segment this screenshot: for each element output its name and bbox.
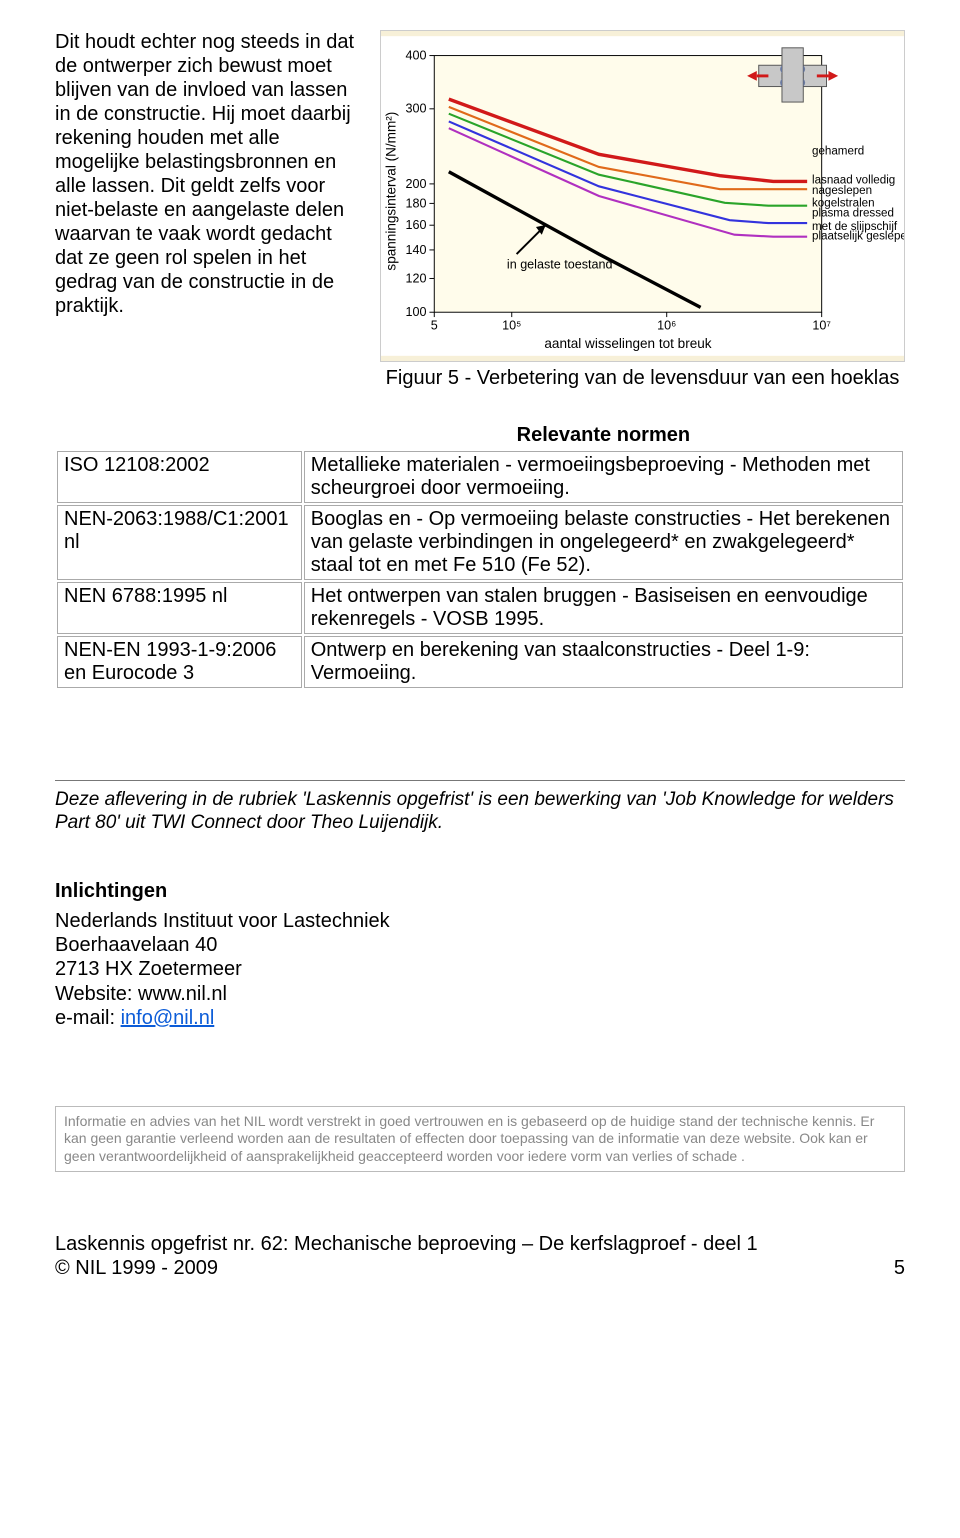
intro-paragraph: Dit houdt echter nog steeds in dat de on… bbox=[55, 30, 365, 390]
svg-text:140: 140 bbox=[406, 243, 427, 257]
email-label: e-mail: bbox=[55, 1007, 121, 1029]
norms-table: Relevante normen ISO 12108:2002Metalliek… bbox=[55, 420, 905, 690]
svg-text:nageslepen: nageslepen bbox=[812, 184, 872, 197]
norm-id: ISO 12108:2002 bbox=[57, 451, 302, 503]
svg-text:spanningsinterval (N/mm²): spanningsinterval (N/mm²) bbox=[384, 112, 399, 271]
chart-container: spanningsinterval (N/mm²) aantal wisselin… bbox=[380, 30, 905, 362]
contact-block: Nederlands Instituut voor Lastechniek Bo… bbox=[55, 909, 905, 1031]
svg-text:10⁷: 10⁷ bbox=[812, 319, 831, 333]
norm-id: NEN-EN 1993-1-9:2006 en Eurocode 3 bbox=[57, 636, 302, 688]
org-postal: 2713 HX Zoetermeer bbox=[55, 957, 905, 981]
svg-text:180: 180 bbox=[406, 196, 427, 210]
divider bbox=[55, 780, 905, 781]
email-link[interactable]: info@nil.nl bbox=[121, 1007, 215, 1029]
contact-heading: Inlichtingen bbox=[55, 880, 905, 903]
org-email-line: e-mail: info@nil.nl bbox=[55, 1006, 905, 1030]
table-row: ISO 12108:2002Metallieke materialen - ve… bbox=[57, 451, 903, 503]
svg-text:10⁵: 10⁵ bbox=[502, 319, 521, 333]
top-section: Dit houdt echter nog steeds in dat de on… bbox=[55, 30, 905, 390]
svg-text:120: 120 bbox=[406, 271, 427, 285]
svg-text:plaatselijk geslepen: plaatselijk geslepen bbox=[812, 230, 904, 243]
norm-desc: Metallieke materialen - vermoeiingsbepro… bbox=[304, 451, 903, 503]
norm-desc: Booglas en - Op vermoeiing belaste const… bbox=[304, 505, 903, 580]
svg-text:10⁶: 10⁶ bbox=[657, 319, 676, 333]
page-number: 5 bbox=[894, 1256, 905, 1280]
svg-text:in gelaste toestand: in gelaste toestand bbox=[507, 258, 613, 272]
page-footer: Laskennis opgefrist nr. 62: Mechanische … bbox=[55, 1232, 905, 1280]
table-title: Relevante normen bbox=[304, 422, 903, 449]
footer-line1: Laskennis opgefrist nr. 62: Mechanische … bbox=[55, 1232, 758, 1256]
norm-id: NEN-2063:1988/C1:2001 nl bbox=[57, 505, 302, 580]
figure-5: spanningsinterval (N/mm²) aantal wisselin… bbox=[380, 30, 905, 390]
svg-text:400: 400 bbox=[406, 48, 427, 62]
norm-desc: Ontwerp en berekening van staalconstruct… bbox=[304, 636, 903, 688]
table-row: NEN-EN 1993-1-9:2006 en Eurocode 3Ontwer… bbox=[57, 636, 903, 688]
table-row: NEN 6788:1995 nlHet ontwerpen van stalen… bbox=[57, 582, 903, 634]
rubric-note: Deze aflevering in de rubriek 'Laskennis… bbox=[55, 789, 905, 835]
norm-id: NEN 6788:1995 nl bbox=[57, 582, 302, 634]
table-row: NEN-2063:1988/C1:2001 nlBooglas en - Op … bbox=[57, 505, 903, 580]
fatigue-chart-svg: spanningsinterval (N/mm²) aantal wisselin… bbox=[381, 31, 904, 361]
org-address: Boerhaavelaan 40 bbox=[55, 933, 905, 957]
svg-text:gehamerd: gehamerd bbox=[812, 144, 864, 157]
footer-left: Laskennis opgefrist nr. 62: Mechanische … bbox=[55, 1232, 758, 1280]
footer-line2: © NIL 1999 - 2009 bbox=[55, 1256, 758, 1280]
page: Dit houdt echter nog steeds in dat de on… bbox=[0, 0, 960, 1310]
svg-text:plasma dressed: plasma dressed bbox=[812, 206, 894, 219]
svg-text:300: 300 bbox=[406, 102, 427, 116]
figure-caption: Figuur 5 - Verbetering van de levensduur… bbox=[380, 367, 905, 390]
svg-text:200: 200 bbox=[406, 177, 427, 191]
disclaimer-box: Informatie en advies van het NIL wordt v… bbox=[55, 1106, 905, 1173]
svg-text:160: 160 bbox=[406, 218, 427, 232]
norm-desc: Het ontwerpen van stalen bruggen - Basis… bbox=[304, 582, 903, 634]
org-website: Website: www.nil.nl bbox=[55, 982, 905, 1006]
svg-text:100: 100 bbox=[406, 305, 427, 319]
org-name: Nederlands Instituut voor Lastechniek bbox=[55, 909, 905, 933]
svg-text:aantal wisselingen tot breuk: aantal wisselingen tot breuk bbox=[544, 336, 711, 351]
svg-text:5: 5 bbox=[431, 319, 438, 333]
